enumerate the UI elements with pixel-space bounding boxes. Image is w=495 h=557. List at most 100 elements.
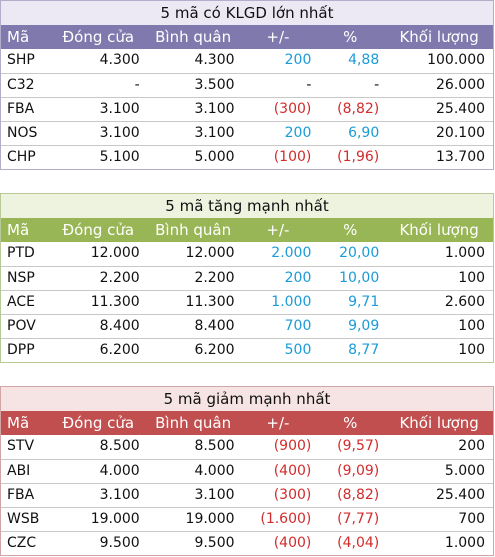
close-price: 4.300 — [99, 52, 140, 68]
average-price: 2.200 — [194, 270, 235, 286]
volume: 26.000 — [436, 77, 486, 93]
stock-code: PTD — [7, 245, 35, 261]
percent-change: (9,57) — [337, 438, 380, 454]
stock-code: NOS — [7, 125, 38, 141]
percent-change: (8,82) — [337, 101, 380, 117]
stock-code: FBA — [7, 101, 35, 117]
volume: 1.000 — [444, 535, 486, 551]
header-close: Đóng cửa — [62, 28, 135, 46]
header-pct: % — [343, 414, 358, 432]
table-row: FBA 3.100 3.100 (300) (8,82) 25.400 — [1, 97, 493, 121]
volume: 20.100 — [436, 125, 486, 141]
close-price: 3.100 — [99, 101, 140, 117]
stock-code: CHP — [7, 149, 36, 165]
volume: 100 — [458, 270, 486, 286]
average-price: 19.000 — [185, 511, 235, 527]
table-row: FBA 3.100 3.100 (300) (8,82) 25.400 — [1, 483, 493, 507]
volume: 100 — [458, 318, 486, 334]
average-price: 8.500 — [194, 438, 235, 454]
header-change: +/- — [266, 221, 290, 239]
header-code: Mã — [7, 28, 30, 46]
average-price: 3.100 — [194, 125, 235, 141]
percent-change: (7,77) — [337, 511, 380, 527]
average-price: 6.200 — [194, 342, 235, 358]
close-price: 4.000 — [99, 463, 140, 479]
close-price: 9.500 — [99, 535, 140, 551]
close-price: 19.000 — [90, 511, 140, 527]
stock-code: NSP — [7, 270, 35, 286]
volume: 13.700 — [436, 149, 486, 165]
price-change: 2.000 — [271, 245, 312, 261]
volume: 1.000 — [444, 245, 486, 261]
table-row: C32 - 3.500 - - 26.000 — [1, 73, 493, 97]
stock-code: ABI — [7, 463, 31, 479]
stock-code: C32 — [7, 77, 35, 93]
header-pct: % — [343, 221, 358, 239]
table-row: PTD 12.000 12.000 2.000 20,00 1.000 — [1, 242, 493, 266]
table-header: Mã Đóng cửa Bình quân +/- % Khối lượng — [1, 218, 493, 242]
table-row: CZC 9.500 9.500 (400) (4,04) 1.000 — [1, 531, 493, 555]
price-change: (300) — [273, 487, 312, 503]
stock-code: SHP — [7, 52, 35, 68]
header-volume: Khối lượng — [399, 221, 479, 239]
price-change: 200 — [284, 270, 312, 286]
table-row: ACE 11.300 11.300 1.000 9,71 2.600 — [1, 290, 493, 314]
average-price: 8.400 — [194, 318, 235, 334]
close-price: 5.100 — [99, 149, 140, 165]
stock-code: WSB — [7, 511, 40, 527]
average-price: 9.500 — [194, 535, 235, 551]
table-header: Mã Đóng cửa Bình quân +/- % Khối lượng — [1, 25, 493, 49]
percent-change: 9,71 — [348, 294, 380, 310]
table-body: PTD 12.000 12.000 2.000 20,00 1.000 NSP 2.200 2.… — [1, 242, 493, 362]
table-header: Mã Đóng cửa Bình quân +/- % Khối lượng — [1, 411, 493, 435]
stock-code: FBA — [7, 487, 35, 503]
percent-change: 4,88 — [348, 52, 380, 68]
header-change: +/- — [266, 28, 290, 46]
volume: 200 — [458, 438, 486, 454]
header-avg: Bình quân — [155, 414, 232, 432]
price-change: 1.000 — [271, 294, 312, 310]
price-change: 700 — [284, 318, 312, 334]
close-price: 3.100 — [99, 125, 140, 141]
average-price: 12.000 — [185, 245, 235, 261]
percent-change: (4,04) — [337, 535, 380, 551]
percent-change: - — [374, 77, 380, 93]
volume: 100 — [458, 342, 486, 358]
percent-change: (1,96) — [337, 149, 380, 165]
top-gainers-table: 5 mã tăng mạnh nhất Mã Đóng cửa Bình quâ… — [0, 193, 494, 363]
close-price: 3.100 — [99, 487, 140, 503]
stock-code: CZC — [7, 535, 37, 551]
table-row: NOS 3.100 3.100 200 6,90 20.100 — [1, 121, 493, 145]
table-body: SHP 4.300 4.300 200 4,88 100.000 C32 - 3.500 - - 26… — [1, 49, 493, 169]
header-change: +/- — [266, 414, 290, 432]
close-price: 11.300 — [90, 294, 140, 310]
average-price: 4.000 — [194, 463, 235, 479]
price-change: (400) — [273, 463, 312, 479]
average-price: 3.100 — [194, 487, 235, 503]
average-price: 3.500 — [194, 77, 235, 93]
volume: 700 — [458, 511, 486, 527]
table-title: 5 mã có KLGD lớn nhất — [1, 1, 493, 25]
volume: 25.400 — [436, 101, 486, 117]
close-price: 8.500 — [99, 438, 140, 454]
price-change: (1.600) — [260, 511, 312, 527]
average-price: 4.300 — [194, 52, 235, 68]
table-row: CHP 5.100 5.000 (100) (1,96) 13.700 — [1, 145, 493, 169]
table-row: WSB 19.000 19.000 (1.600) (7,77) 700 — [1, 507, 493, 531]
close-price: 12.000 — [90, 245, 140, 261]
price-change: 200 — [284, 52, 312, 68]
price-change: 200 — [284, 125, 312, 141]
percent-change: 20,00 — [339, 245, 380, 261]
header-code: Mã — [7, 414, 30, 432]
stock-code: STV — [7, 438, 35, 454]
volume: 25.400 — [436, 487, 486, 503]
close-price: - — [134, 77, 140, 93]
average-price: 11.300 — [185, 294, 235, 310]
close-price: 2.200 — [99, 270, 140, 286]
percent-change: 8,77 — [348, 342, 380, 358]
percent-change: 9,09 — [348, 318, 380, 334]
header-pct: % — [343, 28, 358, 46]
header-avg: Bình quân — [155, 221, 232, 239]
volume: 5.000 — [444, 463, 486, 479]
header-avg: Bình quân — [155, 28, 232, 46]
